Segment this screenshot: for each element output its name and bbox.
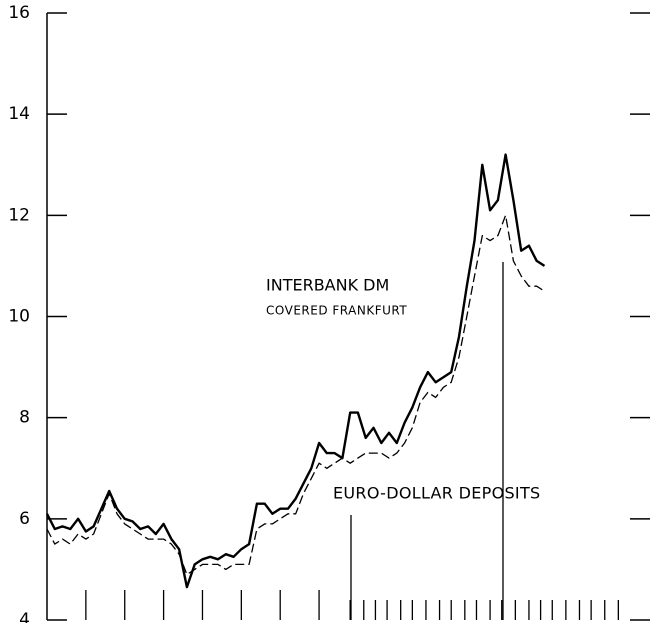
y-tick-label: 12 <box>8 205 30 225</box>
series-line <box>46 214 545 576</box>
y-tick-label: 16 <box>8 3 30 23</box>
annotation: COVERED FRANKFURT <box>266 304 407 318</box>
y-tick-label: 4 <box>19 610 30 623</box>
annotation: EURO-DOLLAR DEPOSITS <box>333 484 540 503</box>
series-line <box>45 153 546 589</box>
y-tick-label: 14 <box>8 104 30 124</box>
y-tick-label: 6 <box>19 509 30 529</box>
annotation: INTERBANK DM <box>266 276 389 295</box>
y-tick-label: 8 <box>19 408 30 428</box>
y-tick-label: 10 <box>8 307 30 327</box>
